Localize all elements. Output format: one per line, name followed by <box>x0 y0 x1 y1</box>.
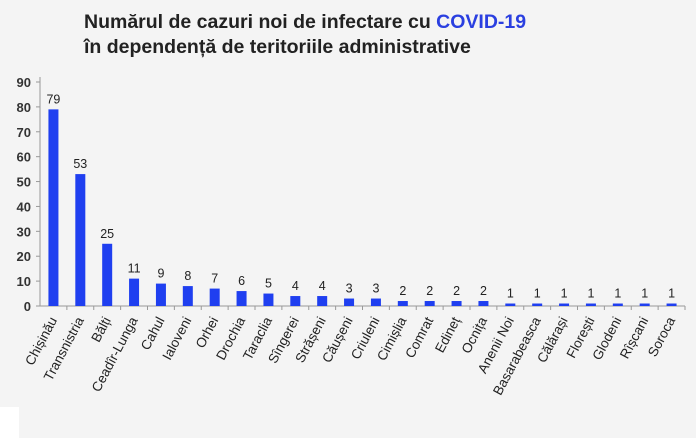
bar <box>370 298 381 306</box>
y-tick-label: 60 <box>17 150 31 165</box>
y-tick-label: 20 <box>17 249 31 264</box>
bar <box>612 303 623 306</box>
bar <box>424 301 435 306</box>
data-label: 11 <box>128 262 141 276</box>
bar <box>532 303 543 306</box>
chart-title: Numărul de cazuri noi de infectare cu CO… <box>84 10 526 60</box>
x-tick-label: Bălți <box>88 314 114 344</box>
data-label: 4 <box>319 279 326 293</box>
bar <box>344 298 355 306</box>
bar <box>317 296 328 306</box>
data-label: 1 <box>668 287 675 301</box>
bar <box>48 109 59 306</box>
y-tick-label: 80 <box>17 100 31 115</box>
y-tick-label: 90 <box>17 75 31 90</box>
bar <box>666 303 677 306</box>
y-tick-label: 0 <box>24 299 31 314</box>
data-label: 79 <box>46 92 60 106</box>
bar <box>478 301 489 306</box>
y-tick-label: 70 <box>17 125 31 140</box>
data-label: 9 <box>157 267 164 281</box>
data-label: 1 <box>641 287 648 301</box>
data-label: 2 <box>480 284 487 298</box>
y-tick-label: 50 <box>17 175 31 190</box>
white-patch <box>0 407 19 438</box>
x-tick-label: Orhei <box>193 314 222 350</box>
y-tick-label: 40 <box>17 199 31 214</box>
bar <box>155 283 166 306</box>
data-label: 2 <box>399 284 406 298</box>
data-label: 3 <box>346 282 353 296</box>
y-tick-label: 30 <box>17 224 31 239</box>
data-label: 1 <box>614 287 621 301</box>
data-label: 53 <box>73 157 87 171</box>
data-label: 1 <box>534 287 541 301</box>
bar <box>505 303 516 306</box>
data-label: 3 <box>372 282 379 296</box>
title-highlight: COVID-19 <box>436 11 527 33</box>
bar <box>209 288 220 306</box>
data-label: 2 <box>426 284 433 298</box>
bar <box>290 296 301 306</box>
data-label: 1 <box>507 287 514 301</box>
title-line1: Numărul de cazuri noi de infectare cu <box>84 11 437 33</box>
data-label: 1 <box>561 287 568 301</box>
bar <box>451 301 462 306</box>
bar <box>397 301 408 306</box>
bar <box>585 303 596 306</box>
bar <box>236 291 247 306</box>
y-tick-label: 10 <box>17 274 31 289</box>
bar <box>639 303 650 306</box>
data-label: 25 <box>100 227 114 241</box>
bar <box>263 293 274 306</box>
bar <box>75 174 86 306</box>
data-label: 5 <box>265 277 272 291</box>
bar <box>182 286 193 306</box>
bar <box>559 303 570 306</box>
data-label: 8 <box>184 269 191 283</box>
data-label: 1 <box>587 287 594 301</box>
bar <box>129 278 140 306</box>
data-label: 2 <box>453 284 460 298</box>
data-label: 6 <box>238 274 245 288</box>
bar <box>102 243 113 306</box>
data-label: 4 <box>292 279 299 293</box>
data-label: 7 <box>211 272 218 286</box>
title-line2: în dependență de teritoriile administrat… <box>84 36 471 58</box>
